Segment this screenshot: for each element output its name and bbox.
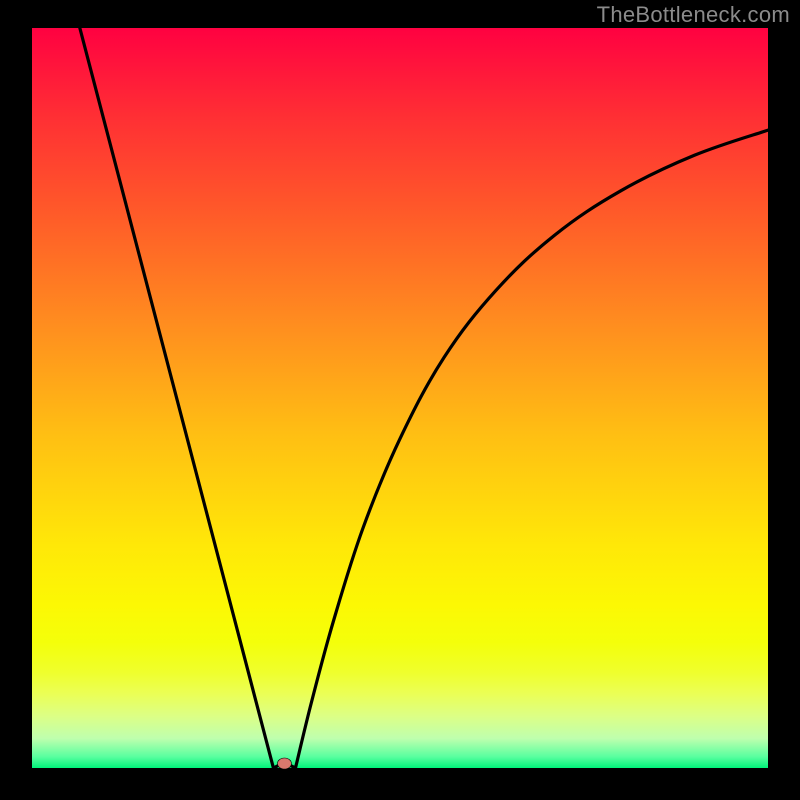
plot-area xyxy=(32,28,768,768)
optimal-point-marker xyxy=(277,758,291,769)
watermark-text: TheBottleneck.com xyxy=(597,2,790,28)
bottleneck-path xyxy=(80,28,768,768)
bottleneck-curve xyxy=(32,28,768,768)
